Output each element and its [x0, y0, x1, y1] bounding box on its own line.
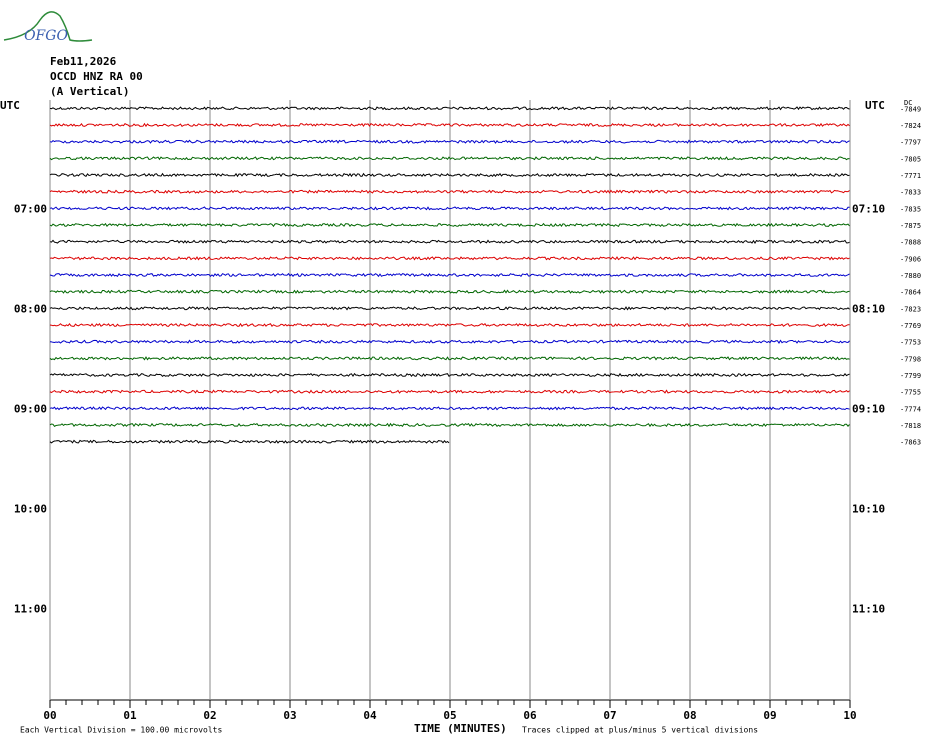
trace — [49, 122, 850, 128]
x-tick-label: 05 — [443, 709, 456, 722]
title-line: OCCD HNZ RA 00 — [50, 70, 143, 83]
trace — [49, 406, 850, 411]
dc-offset-label: -7833 — [900, 189, 921, 197]
dc-offset-label: -7823 — [900, 305, 921, 313]
dc-offset-label: -7797 — [900, 139, 921, 147]
y2-tick-label: 07:10 — [852, 202, 885, 215]
x-axis-label: TIME (MINUTES) — [414, 722, 507, 735]
dc-offset-label: -7880 — [900, 272, 921, 280]
y-tick-label: 11:00 — [14, 602, 47, 615]
y-tick-label: 09:00 — [14, 402, 47, 415]
x-tick-label: 04 — [363, 709, 377, 722]
dc-offset-label: -7849 — [900, 105, 921, 113]
dc-offset-label: -7906 — [900, 255, 921, 263]
dc-offset-label: -7799 — [900, 372, 921, 380]
trace — [49, 222, 850, 228]
dc-offset-label: -7888 — [900, 239, 921, 247]
trace — [49, 422, 850, 428]
clip-note: Traces clipped at plus/minus 5 vertical … — [522, 726, 758, 735]
trace — [49, 239, 850, 244]
title-line: Feb11,2026 — [50, 55, 117, 68]
trace — [49, 339, 850, 344]
dc-offset-label: -7774 — [900, 405, 921, 413]
x-tick-label: 09 — [763, 709, 776, 722]
dc-offset-label: -7805 — [900, 155, 921, 163]
y2-header: UTC — [865, 99, 885, 112]
dc-offset-label: -7769 — [900, 322, 921, 330]
y2-tick-label: 10:10 — [852, 502, 885, 515]
trace — [49, 106, 850, 111]
y-tick-label: 10:00 — [14, 502, 47, 515]
dc-offset-label: -7864 — [900, 289, 921, 297]
y2-tick-label: 08:10 — [852, 302, 885, 315]
x-tick-label: 01 — [123, 709, 137, 722]
logo-text: OFGO — [24, 28, 68, 44]
x-tick-label: 06 — [523, 709, 537, 722]
trace — [49, 356, 850, 361]
x-tick-label: 08 — [683, 709, 696, 722]
dc-offset-label: -7824 — [900, 122, 921, 130]
trace — [49, 272, 850, 278]
dc-offset-label: -7753 — [900, 339, 921, 347]
trace — [49, 322, 850, 328]
dc-offset-label: -7818 — [900, 422, 921, 430]
y2-tick-label: 09:10 — [852, 402, 885, 415]
trace — [49, 139, 850, 144]
y-tick-label: 08:00 — [14, 302, 47, 315]
y2-tick-label: 11:10 — [852, 602, 885, 615]
x-tick-label: 03 — [283, 709, 296, 722]
dc-offset-label: -7863 — [900, 439, 921, 447]
trace — [49, 439, 450, 444]
trace — [49, 289, 850, 294]
trace — [49, 189, 850, 194]
logo-swoosh — [3, 11, 93, 42]
dc-offset-label: -7798 — [900, 355, 921, 363]
y-header: UTC — [0, 99, 20, 112]
trace — [49, 372, 850, 378]
dc-offset-label: -7771 — [900, 172, 921, 180]
x-tick-label: 07 — [603, 709, 616, 722]
trace — [49, 156, 850, 161]
x-tick-label: 02 — [203, 709, 216, 722]
x-tick-label: 10 — [843, 709, 856, 722]
offset-header: DC — [904, 99, 912, 107]
scale-note: Each Vertical Division = 100.00 microvol… — [20, 726, 222, 735]
x-tick-label: 00 — [43, 709, 56, 722]
trace — [49, 172, 850, 178]
trace — [49, 206, 850, 211]
dc-offset-label: -7875 — [900, 222, 921, 230]
dc-offset-label: -7835 — [900, 205, 921, 213]
trace — [49, 306, 850, 311]
trace — [49, 389, 850, 394]
logo: OFGO — [3, 11, 93, 44]
y-tick-label: 07:00 — [14, 202, 47, 215]
dc-offset-label: -7755 — [900, 389, 921, 397]
title-line: (A Vertical) — [50, 85, 129, 98]
trace — [49, 256, 850, 261]
